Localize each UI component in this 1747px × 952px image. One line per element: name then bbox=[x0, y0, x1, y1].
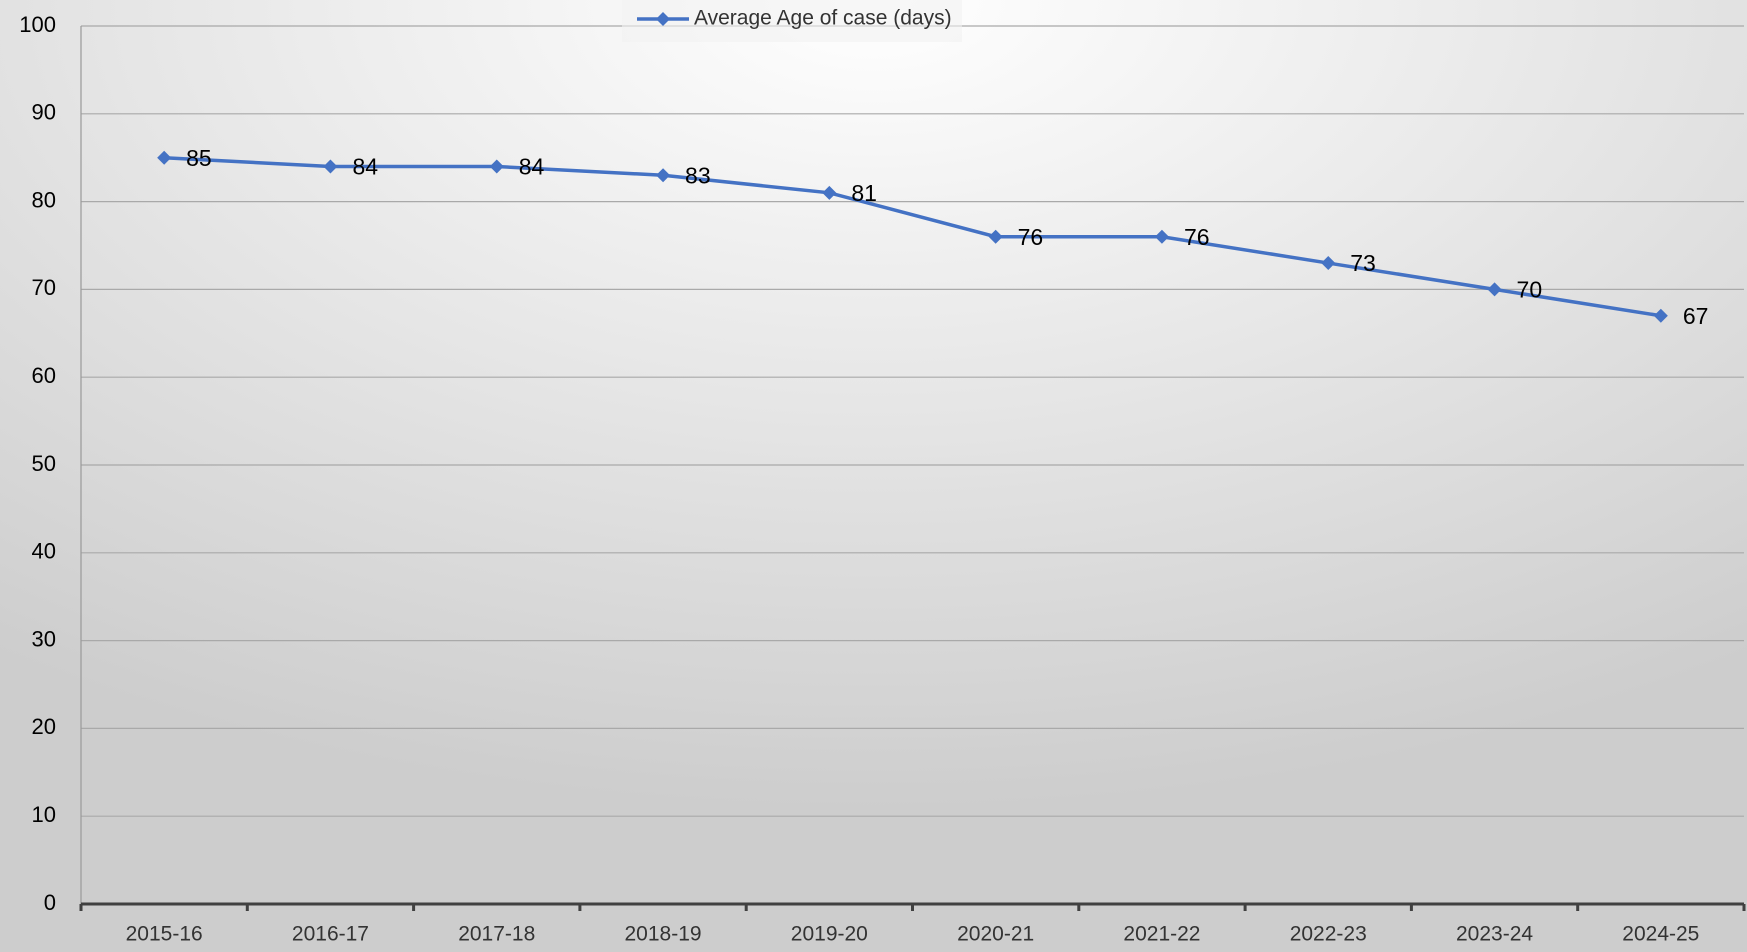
y-tick-label: 10 bbox=[32, 802, 56, 827]
data-label: 76 bbox=[1184, 224, 1210, 250]
data-label: 70 bbox=[1517, 276, 1543, 302]
data-point bbox=[157, 150, 172, 165]
data-label: 84 bbox=[519, 154, 545, 180]
x-tick-label: 2020-21 bbox=[957, 923, 1034, 946]
data-point bbox=[988, 229, 1003, 244]
x-tick-label: 2016-17 bbox=[292, 923, 369, 946]
data-point bbox=[1154, 229, 1169, 244]
data-point bbox=[1487, 282, 1502, 297]
y-tick-label: 90 bbox=[32, 100, 56, 125]
data-line bbox=[164, 155, 1662, 318]
data-point bbox=[489, 159, 504, 174]
x-tick-label: 2023-24 bbox=[1456, 923, 1533, 946]
data-point bbox=[822, 185, 837, 200]
y-tick-label: 100 bbox=[19, 12, 56, 37]
x-tick-label: 2015-16 bbox=[126, 923, 203, 946]
legend-box bbox=[622, 0, 962, 42]
data-point bbox=[323, 159, 338, 174]
data-point bbox=[1321, 256, 1336, 271]
data-label: 84 bbox=[352, 154, 378, 180]
x-tick-label: 2021-22 bbox=[1123, 923, 1200, 946]
data-point bbox=[656, 168, 671, 183]
y-tick-label: 70 bbox=[32, 275, 56, 300]
x-tick-label: 2018-19 bbox=[625, 923, 702, 946]
x-tick-label: 2022-23 bbox=[1290, 923, 1367, 946]
data-label: 81 bbox=[851, 180, 877, 206]
data-label: 83 bbox=[685, 162, 711, 188]
y-tick-label: 20 bbox=[32, 714, 56, 739]
data-label: 85 bbox=[186, 145, 212, 171]
data-point bbox=[1653, 308, 1668, 323]
y-tick-label: 80 bbox=[32, 187, 56, 212]
x-tick-label: 2017-18 bbox=[458, 923, 535, 946]
data-label: 73 bbox=[1350, 250, 1376, 276]
y-tick-label: 50 bbox=[32, 451, 56, 476]
y-tick-label: 40 bbox=[32, 539, 56, 564]
y-tick-label: 0 bbox=[44, 890, 56, 915]
legend-label: Average Age of case (days) bbox=[694, 7, 952, 30]
data-label: 76 bbox=[1018, 224, 1044, 250]
x-tick-label: 2019-20 bbox=[791, 923, 868, 946]
data-label: 67 bbox=[1683, 303, 1709, 329]
legend-marker bbox=[656, 12, 670, 26]
y-tick-label: 60 bbox=[32, 363, 56, 388]
x-tick-label: 2024-25 bbox=[1622, 923, 1699, 946]
y-tick-label: 30 bbox=[32, 626, 56, 651]
